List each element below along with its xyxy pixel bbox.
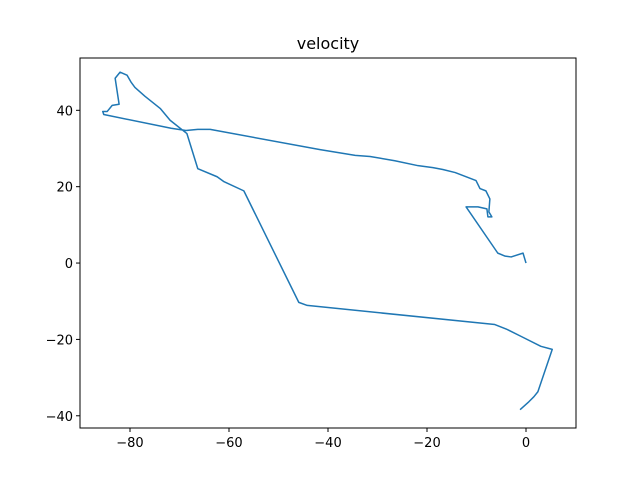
y-tick-label: 20 (56, 181, 73, 196)
x-tick-label: −80 (116, 436, 143, 451)
x-tick-label: −40 (314, 436, 341, 451)
chart-title: velocity (297, 34, 360, 53)
y-tick-label: 0 (65, 257, 73, 272)
x-tick-label: −60 (215, 436, 242, 451)
x-tick-label: −20 (413, 436, 440, 451)
y-tick-label: 40 (56, 104, 73, 119)
x-tick-label: 0 (522, 436, 530, 451)
data-line (102, 71, 553, 411)
axes-frame (79, 57, 577, 429)
y-tick-label: −20 (46, 333, 73, 348)
y-tick-label: −40 (46, 410, 73, 425)
